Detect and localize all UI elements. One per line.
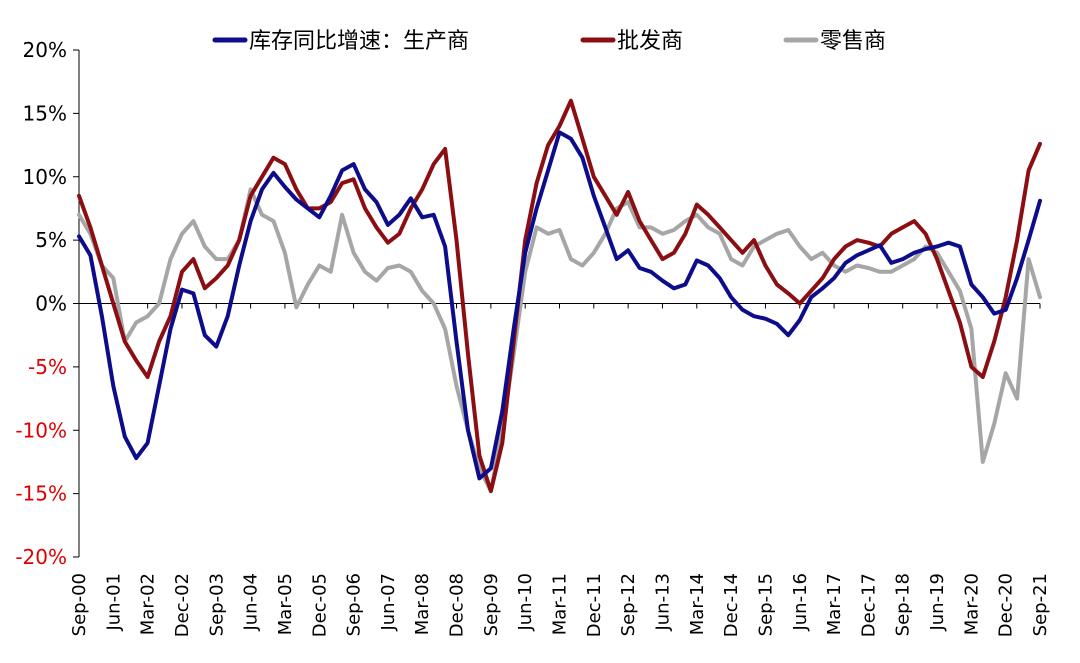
y-tick-label: -5%: [28, 355, 67, 379]
legend-item-1: 批发商: [580, 29, 683, 54]
y-tick-label: 15%: [23, 101, 67, 125]
series-lines: [77, 98, 1042, 494]
series-line-2: [77, 187, 1042, 494]
x-tick-label: Jun-01: [103, 573, 124, 632]
series-line-1: [77, 98, 1042, 494]
legend-label: 库存同比增速：生产商: [249, 29, 469, 54]
legend: 库存同比增速：生产商 批发商 零售商: [212, 29, 886, 54]
x-tick-label: Jun-16: [790, 573, 811, 632]
x-tick-label: Mar-20: [961, 573, 982, 635]
x-tick-label: Jun-10: [515, 573, 536, 632]
x-tick-label: Sep-18: [893, 573, 914, 636]
x-tick-label: Dec-14: [721, 573, 742, 637]
x-tick-label: Sep-21: [1030, 573, 1051, 636]
x-tick-label: Mar-02: [138, 573, 159, 635]
y-axis: 20% 15% 10% 5% 0% -5% -10% -15% -20%: [15, 38, 80, 569]
y-tick-label: -10%: [15, 418, 67, 442]
x-tick-label: Mar-11: [550, 573, 571, 635]
y-tick-label: 20%: [23, 38, 67, 62]
x-tick-label: Mar-14: [687, 573, 708, 635]
x-axis: Sep-00 Jun-01 Mar-02 Dec-02 Sep-03 Jun-04 Mar-…: [69, 303, 1051, 637]
x-tick-label: Sep-15: [755, 573, 776, 636]
y-tick-label: -15%: [15, 482, 67, 506]
legend-label: 批发商: [617, 29, 683, 54]
x-tick-label: Sep-09: [481, 573, 502, 636]
y-tick-label: -20%: [15, 545, 67, 569]
x-tick-label: Dec-17: [858, 573, 879, 637]
legend-item-0: 库存同比增速：生产商: [212, 29, 469, 54]
x-tick-label: Sep-03: [206, 573, 227, 636]
y-tick-label: 5%: [35, 228, 67, 252]
x-tick-label: Dec-20: [996, 573, 1017, 637]
x-tick-label: Jun-07: [378, 573, 399, 632]
legend-item-2: 零售商: [783, 29, 886, 54]
x-tick-label: Jun-19: [927, 573, 948, 632]
x-tick-label: Dec-08: [447, 573, 468, 637]
x-tick-label: Dec-02: [172, 573, 193, 637]
x-tick-label: Dec-11: [584, 573, 605, 637]
legend-label: 零售商: [820, 29, 886, 54]
x-tick-label: Jun-04: [241, 573, 262, 632]
series-line-0: [77, 130, 1042, 481]
x-tick-label: Mar-17: [824, 573, 845, 635]
y-tick-label: 10%: [23, 165, 67, 189]
x-tick-label: Sep-06: [344, 573, 365, 636]
x-tick-label: Sep-12: [618, 573, 639, 636]
x-tick-label: Sep-00: [69, 573, 90, 636]
x-tick-label: Mar-08: [412, 573, 433, 635]
x-tick-label: Jun-13: [652, 573, 673, 632]
y-tick-label: 0%: [35, 292, 67, 316]
x-tick-label: Dec-05: [309, 573, 330, 637]
x-tick-label: Mar-05: [275, 573, 296, 635]
